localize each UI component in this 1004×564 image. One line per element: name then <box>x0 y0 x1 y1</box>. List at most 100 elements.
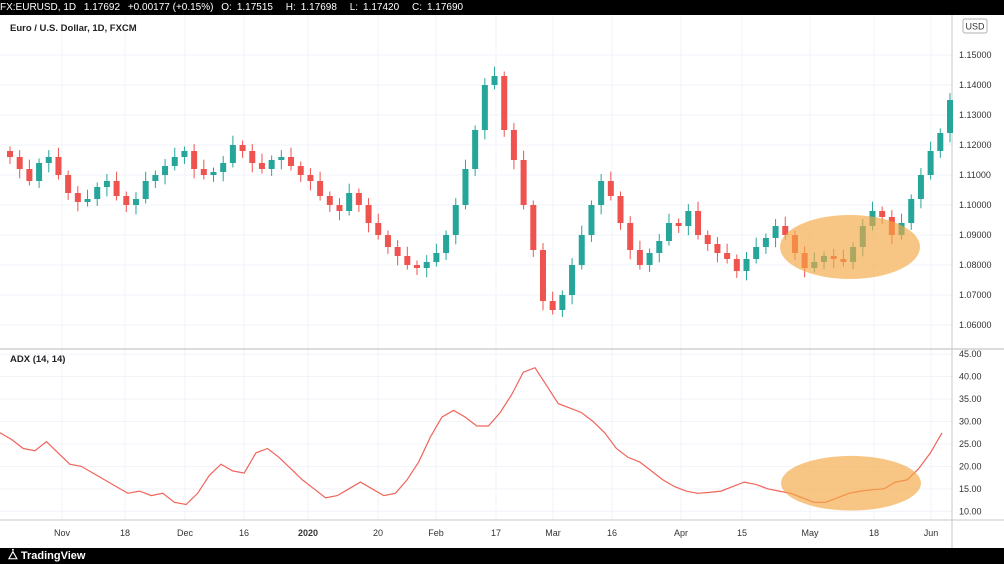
candle-body <box>65 175 72 193</box>
candle-body <box>472 130 479 169</box>
adx-tick-label: 30.00 <box>959 417 982 427</box>
price-highlight-ellipse <box>780 215 920 279</box>
time-tick-label: 17 <box>491 528 501 538</box>
candle-body <box>249 151 256 163</box>
candle-body <box>142 181 149 199</box>
time-tick-label: 16 <box>239 528 249 538</box>
candle-body <box>210 172 217 175</box>
candle-body <box>297 166 304 175</box>
candle-body <box>162 166 169 175</box>
adx-axis[interactable]: 45.00 40.00 35.00 30.00 25.00 20.00 15.00 10.00 <box>959 349 982 516</box>
brand-name: TradingView <box>20 550 86 562</box>
candle-body <box>714 244 721 253</box>
currency-badge[interactable] <box>962 18 988 34</box>
candle-body <box>946 100 954 133</box>
candle-body <box>94 187 101 199</box>
candle-body <box>423 262 430 268</box>
candle-body <box>588 205 595 235</box>
high-readout: H: 1.17698 <box>286 2 342 13</box>
adx-highlight-ellipse <box>781 455 921 511</box>
price-axis[interactable]: 1.15000 1.14000 1.13000 1.12000 1.11000 1.100… <box>959 50 992 330</box>
candle-body <box>36 163 43 181</box>
candle-body <box>462 169 469 205</box>
tradingview-logo[interactable]: ⧊ TradingView <box>8 548 85 564</box>
candle-body <box>937 133 944 151</box>
candle-body <box>326 196 333 205</box>
candle-body <box>481 85 488 130</box>
footer-bar: ⧊ TradingView <box>0 548 1004 564</box>
candle-body <box>346 193 353 211</box>
time-tick-label: 20 <box>373 528 383 538</box>
low-label: L: <box>349 2 359 13</box>
candle-body <box>879 211 886 217</box>
candle-body <box>26 169 33 181</box>
candle-body <box>16 157 23 169</box>
candle-body <box>6 151 14 157</box>
time-tick-label: Apr <box>674 528 688 538</box>
price-tick-label: 1.07000 <box>959 290 992 300</box>
candle-body <box>685 211 692 226</box>
candle-body <box>530 205 537 250</box>
time-axis[interactable]: Nov 18 Dec 16 2020 20 Feb 17 Mar 16 Apr 15 May 18 Jun <box>54 528 938 538</box>
candle-body <box>74 193 81 202</box>
time-tick-label: 18 <box>869 528 879 538</box>
chart-area[interactable]: Euro / U.S. Dollar, 1D, FXCM USD ADX (14… <box>0 15 1004 548</box>
candle-body <box>772 226 779 238</box>
candle-body <box>414 265 421 268</box>
candle-body <box>229 145 236 163</box>
candle-body <box>917 175 924 199</box>
low-readout: L: 1.17420 <box>350 2 405 13</box>
candle-body <box>181 151 188 157</box>
open-label: O: <box>221 2 232 13</box>
time-tick-label: 2020 <box>298 528 318 538</box>
symbol-info-bar: FX:EURUSD, 1D 1.17692 +0.00177 (+0.15%) … <box>0 0 1004 15</box>
symbol-name[interactable]: FX:EURUSD, 1D <box>0 2 77 13</box>
last-price: 1.17692 <box>83 2 121 13</box>
candle-body <box>569 265 576 295</box>
candle-body <box>103 181 110 187</box>
adx-pane-title: ADX (14, 14) <box>10 354 65 365</box>
candle-body <box>123 196 130 205</box>
adx-tick-label: 35.00 <box>959 394 982 404</box>
price-tick-label: 1.11000 <box>959 170 991 180</box>
candle-body <box>733 259 740 271</box>
candle-body <box>675 223 682 226</box>
candle-body <box>443 235 450 253</box>
candle-body <box>152 175 159 181</box>
time-tick-label: May <box>801 528 819 538</box>
candle-body <box>656 241 663 253</box>
candle-body <box>375 223 382 235</box>
candle-body <box>743 259 750 271</box>
candlestick-series <box>6 66 954 317</box>
close-value: 1.17690 <box>426 2 464 13</box>
candle-body <box>617 196 624 223</box>
candle-body <box>171 157 178 166</box>
price-tick-label: 1.06000 <box>959 320 992 330</box>
candle-body <box>433 253 440 262</box>
candle-body <box>45 157 52 163</box>
candle-body <box>501 76 508 130</box>
candle-body <box>927 151 934 175</box>
price-pane-title: Euro / U.S. Dollar, 1D, FXCM <box>10 23 137 34</box>
close-readout: C: 1.17690 <box>412 2 468 13</box>
candle-body <box>404 256 411 265</box>
adx-tick-label: 25.00 <box>959 439 982 449</box>
candle-body <box>607 181 614 196</box>
candle-body <box>200 169 207 175</box>
candle-body <box>84 199 91 202</box>
time-tick-label: Jun <box>924 528 939 538</box>
candle-body <box>220 163 227 172</box>
close-label: C: <box>411 2 422 13</box>
time-tick-label: Mar <box>545 528 561 538</box>
adx-tick-label: 20.00 <box>959 461 982 471</box>
price-tick-label: 1.12000 <box>959 140 992 150</box>
candle-body <box>336 205 343 211</box>
adx-tick-label: 15.00 <box>959 484 982 494</box>
price-tick-label: 1.08000 <box>959 260 992 270</box>
price-tick-label: 1.10000 <box>959 200 992 210</box>
candle-body <box>365 205 372 223</box>
time-tick-label: 15 <box>737 528 747 538</box>
candle-body <box>559 295 566 310</box>
candle-body <box>908 199 915 223</box>
candle-body <box>239 145 246 151</box>
